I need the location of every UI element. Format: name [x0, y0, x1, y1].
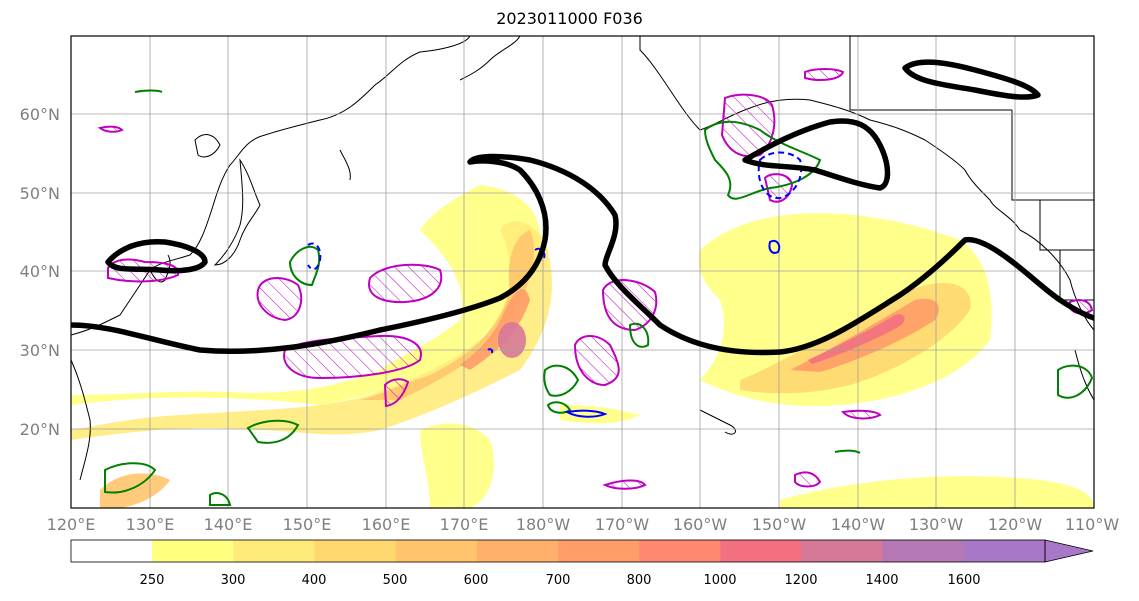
lon-label: 150°E [283, 515, 332, 534]
colorbar-tick-label: 300 [221, 573, 246, 588]
lon-label: 160°E [362, 515, 411, 534]
colorbar-tick-label: 700 [546, 573, 571, 588]
colorbar-swatch [71, 540, 153, 562]
colorbar-swatch [314, 540, 397, 562]
lon-label: 110°W [1065, 515, 1120, 534]
colorbar-tick-label: 800 [627, 573, 652, 588]
lon-label: 170°W [595, 515, 650, 534]
lon-label: 120°E [47, 515, 96, 534]
colorbar-swatch [558, 540, 640, 562]
colorbar-tick-label: 250 [140, 573, 165, 588]
colorbar-swatch [801, 540, 884, 562]
colorbar-tick-label: 400 [302, 573, 327, 588]
lon-label: 170°E [440, 515, 489, 534]
lon-label: 120°W [988, 515, 1043, 534]
colorbar-tick-label: 1400 [865, 573, 898, 588]
lon-label: 150°W [752, 515, 807, 534]
lon-label: 180°W [516, 515, 571, 534]
colorbar-swatch [152, 540, 234, 562]
jet-axis-contours [71, 59, 1094, 356]
colorbar-frame [70, 539, 1046, 563]
lon-label: 130°E [126, 515, 175, 534]
lon-axis: 120°E 130°E 140°E 150°E 160°E 170°E 180°… [47, 515, 1120, 534]
colorbar-swatch [963, 540, 1046, 562]
lon-label: 140°E [204, 515, 253, 534]
colorbar-swatch [233, 540, 315, 562]
colorbar-tick-label: 1600 [947, 573, 980, 588]
colorbar-tick-label: 1000 [703, 573, 736, 588]
colorbar-tick-label: 1200 [784, 573, 817, 588]
colorbar-swatch [476, 540, 559, 562]
colorbar-swatches [71, 540, 1046, 562]
colorbar-swatch [395, 540, 478, 562]
lon-label: 130°W [909, 515, 964, 534]
lat-label: 20°N [20, 420, 60, 439]
colorbar-swatch [720, 540, 802, 562]
colorbar-tick-label: 500 [383, 573, 408, 588]
colorbar-extend-arrow [1044, 539, 1094, 563]
lat-label: 60°N [20, 105, 60, 124]
map-title: 2023011000 F036 [496, 9, 643, 28]
lon-label: 140°W [831, 515, 886, 534]
colorbar-swatch [882, 540, 965, 562]
lat-label: 40°N [20, 262, 60, 281]
colorbar-ticks: 250 300 400 500 600 700 800 1000 1200 14… [140, 573, 981, 588]
green-contours [104, 89, 1094, 506]
colorbar: 250 300 400 500 600 700 800 1000 1200 14… [70, 539, 1094, 588]
colorbar-tick-label: 600 [464, 573, 489, 588]
lat-label: 30°N [20, 341, 60, 360]
map-area [71, 36, 1094, 508]
colorbar-swatch [639, 540, 721, 562]
lat-axis: 60°N 50°N 40°N 30°N 20°N [20, 105, 60, 439]
map-frame [70, 35, 1095, 509]
lat-label: 50°N [20, 184, 60, 203]
jet-shading [71, 185, 1094, 508]
lon-label: 160°W [673, 515, 728, 534]
coastlines [71, 36, 1094, 481]
